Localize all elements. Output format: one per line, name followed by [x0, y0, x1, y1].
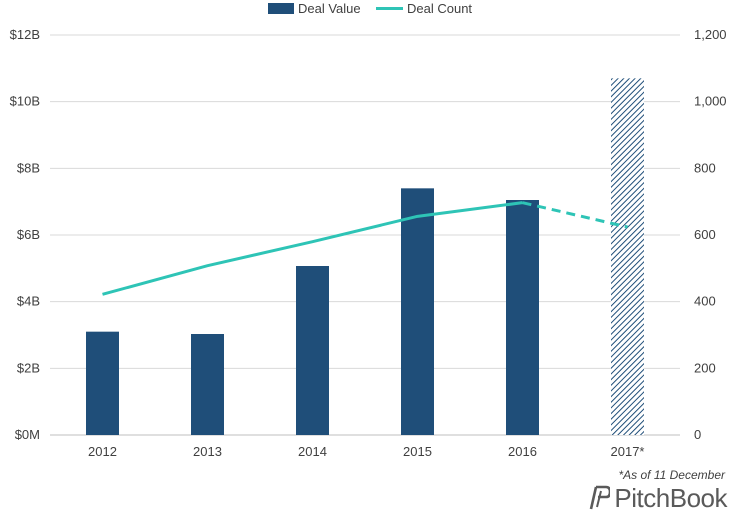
y-axis-left: $0M $2B $4B $6B $8B $10B $12B	[10, 27, 40, 442]
y-left-tick-label: $4B	[17, 294, 40, 309]
bar-deal-value	[86, 331, 119, 435]
footnote: *As of 11 December	[618, 468, 726, 482]
legend: Deal Value Deal Count	[268, 1, 472, 16]
legend-label-deal-value: Deal Value	[298, 1, 361, 16]
bar-deal-value	[506, 200, 539, 435]
y-left-tick-label: $2B	[17, 360, 40, 375]
x-tick-label: 2012	[88, 444, 117, 459]
y-right-tick-label: 0	[694, 427, 701, 442]
y-right-tick-label: 400	[694, 294, 716, 309]
pitchbook-logo-icon	[590, 485, 611, 510]
bars	[86, 78, 644, 435]
x-tick-label: 2014	[298, 444, 327, 459]
x-tick-label: 2016	[508, 444, 537, 459]
y-left-tick-label: $8B	[17, 160, 40, 175]
y-right-tick-label: 200	[694, 360, 716, 375]
brand-name: PitchBook	[614, 482, 727, 513]
bar-deal-value	[296, 266, 329, 435]
legend-label-deal-count: Deal Count	[407, 1, 472, 16]
bar-deal-value	[191, 334, 224, 435]
y-right-tick-label: 1,200	[694, 27, 727, 42]
x-tick-label: 2013	[193, 444, 222, 459]
x-axis: 2012 2013 2014 2015 2016 2017*	[88, 444, 644, 459]
bar-deal-value	[611, 78, 644, 435]
y-axis-right: 0 200 400 600 800 1,000 1,200	[694, 27, 727, 442]
brand-logo: PitchBook	[588, 483, 727, 513]
y-left-tick-label: $12B	[10, 27, 40, 42]
y-left-tick-label: $6B	[17, 227, 40, 242]
y-right-tick-label: 600	[694, 227, 716, 242]
y-right-tick-label: 1,000	[694, 94, 727, 109]
legend-swatch-deal-value	[268, 3, 294, 14]
line-deal-count-solid	[102, 201, 523, 296]
line-deal-count-projected	[522, 201, 628, 229]
gridlines	[50, 34, 680, 436]
x-tick-label: 2015	[403, 444, 432, 459]
y-left-tick-label: $0M	[15, 427, 40, 442]
y-left-tick-label: $10B	[10, 94, 40, 109]
bar-deal-value	[401, 188, 434, 435]
deal-count-line	[102, 201, 628, 296]
x-tick-label: 2017*	[611, 444, 645, 459]
y-right-tick-label: 800	[694, 160, 716, 175]
